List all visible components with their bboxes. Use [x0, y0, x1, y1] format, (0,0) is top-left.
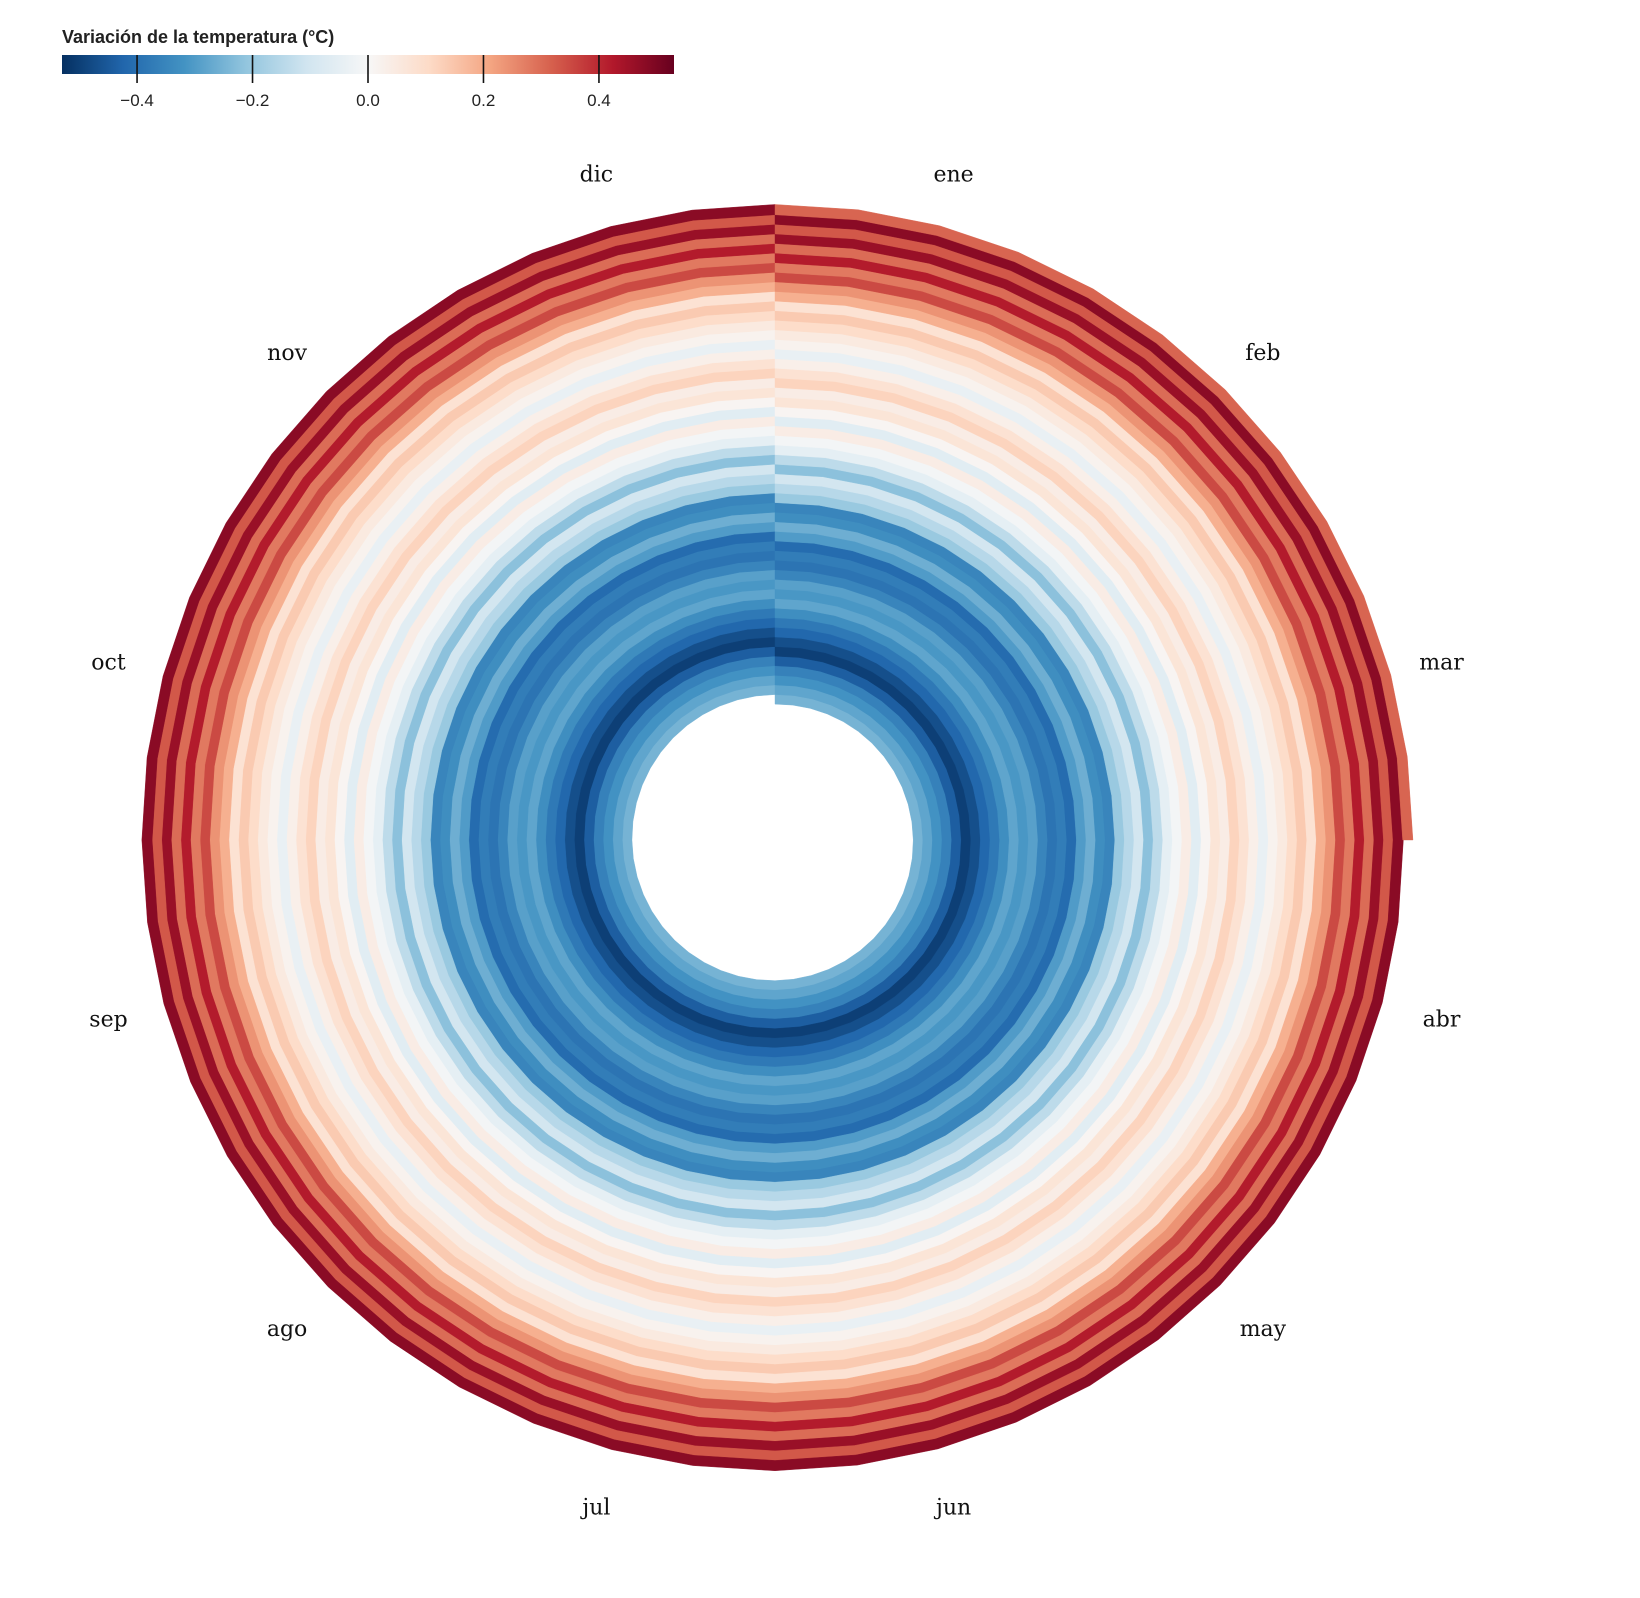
month-label-feb: feb: [1245, 341, 1280, 366]
colorbar-ticks: −0.4 −0.2 0.0 0.2 0.4: [120, 55, 611, 110]
colorbar-tick-label: 0.2: [472, 91, 496, 110]
month-label-abr: abr: [1423, 1008, 1461, 1033]
month-label-nov: nov: [267, 341, 307, 366]
month-label-ene: ene: [933, 163, 973, 188]
month-label-dic: dic: [580, 163, 613, 188]
month-label-oct: oct: [91, 650, 126, 675]
month-label-mar: mar: [1419, 650, 1464, 675]
month-label-jun: jun: [933, 1496, 971, 1521]
colorbar-title: Variación de la temperatura (°C): [62, 27, 334, 47]
month-label-jul: jul: [579, 1496, 610, 1521]
spiral-rings: [141, 204, 1414, 1471]
month-label-may: may: [1240, 1317, 1287, 1342]
spiral-ring: [774, 204, 1414, 841]
month-label-sep: sep: [89, 1008, 127, 1033]
month-label-ago: ago: [267, 1317, 307, 1342]
colorbar-tick-label: 0.0: [356, 91, 380, 110]
month-labels: ene feb mar abr may jun jul ago sep oct nov dic: [89, 163, 1464, 1521]
colorbar-tick-label: −0.2: [236, 91, 270, 110]
colorbar-tick-label: 0.4: [587, 91, 611, 110]
colorbar-tick-label: −0.4: [120, 91, 154, 110]
colorbar-legend: Variación de la temperatura (°C) −0.4 −0.…: [62, 27, 674, 110]
